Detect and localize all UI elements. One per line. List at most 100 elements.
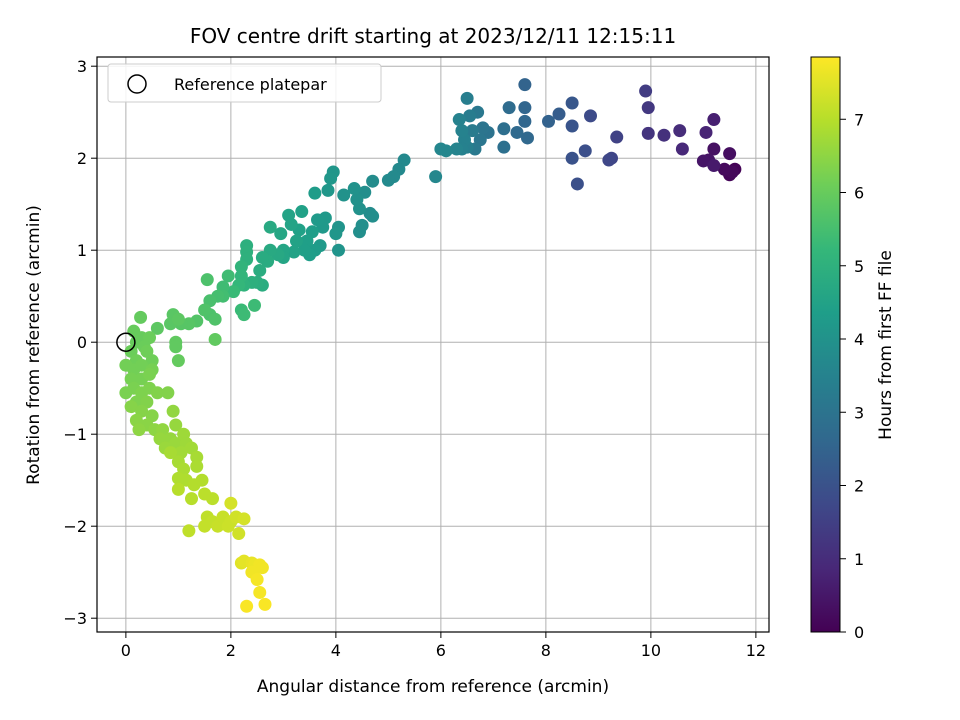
data-point — [182, 524, 196, 538]
data-point — [321, 183, 335, 197]
data-point — [465, 124, 479, 138]
data-point — [134, 310, 148, 324]
colorbar-tick-label: 5 — [854, 257, 864, 276]
colorbar-tick-label: 4 — [854, 330, 864, 349]
chart-title: FOV centre drift starting at 2023/12/11 … — [190, 24, 676, 48]
legend-marker-reference — [127, 74, 147, 94]
data-point — [673, 124, 687, 138]
legend-box — [107, 63, 382, 103]
colorbar-tick-label: 3 — [854, 403, 864, 422]
data-point — [258, 597, 272, 611]
data-point — [221, 269, 235, 283]
y-axis-label: Rotation from reference (arcmin) — [24, 205, 44, 485]
data-point — [208, 312, 222, 326]
y-tick-label: 1 — [77, 241, 87, 260]
data-point — [248, 298, 261, 312]
data-point — [641, 101, 655, 115]
data-point — [699, 125, 713, 139]
data-point — [232, 527, 246, 541]
data-point — [565, 151, 579, 165]
data-point — [240, 599, 254, 613]
data-point — [290, 234, 303, 248]
data-point — [171, 482, 185, 496]
colorbar-tick-label: 0 — [854, 623, 864, 642]
data-point — [381, 173, 395, 187]
colorbar-tick-label: 2 — [854, 477, 864, 496]
data-point — [169, 340, 183, 354]
x-tick-label: 4 — [331, 641, 341, 660]
data-point — [355, 218, 369, 232]
y-tick-label: −1 — [63, 425, 87, 444]
data-point — [195, 473, 209, 487]
data-point — [675, 142, 689, 156]
data-point — [250, 573, 264, 587]
colorbar-label: Hours from first FF file — [876, 250, 896, 440]
x-tick-label: 12 — [746, 641, 766, 660]
data-point — [707, 142, 721, 156]
data-point — [150, 386, 164, 400]
data-point — [707, 113, 721, 127]
data-point — [255, 561, 269, 575]
data-point — [565, 119, 579, 133]
data-point — [641, 126, 655, 140]
x-tick-label: 10 — [641, 641, 661, 660]
data-point — [460, 91, 474, 105]
data-point — [208, 332, 222, 346]
data-point — [584, 109, 597, 123]
data-point — [161, 386, 175, 400]
data-point — [227, 285, 240, 299]
data-point — [224, 496, 238, 510]
data-point — [350, 193, 364, 207]
data-point — [696, 154, 710, 168]
data-point — [234, 260, 248, 274]
data-point — [610, 130, 624, 144]
data-point — [723, 147, 737, 161]
data-point — [602, 153, 616, 167]
colorbar-tick-label: 7 — [854, 110, 864, 129]
data-point — [282, 208, 296, 222]
plot-frame — [96, 56, 770, 633]
data-point — [274, 227, 288, 241]
data-point — [463, 109, 477, 123]
data-point — [578, 144, 592, 158]
data-point — [337, 188, 351, 202]
data-point — [253, 263, 267, 277]
data-point — [198, 303, 212, 317]
colorbar-tick-label: 1 — [854, 550, 864, 569]
x-tick-label: 0 — [121, 641, 131, 660]
data-point — [297, 243, 311, 257]
data-point — [150, 321, 164, 335]
data-point — [135, 358, 149, 372]
data-point — [552, 107, 566, 121]
data-point — [295, 205, 309, 219]
data-point — [347, 182, 361, 196]
colorbar: 0 1 2 3 4 5 6 7 Hours from first FF file — [810, 56, 896, 642]
data-point — [366, 174, 380, 188]
data-point — [542, 114, 555, 128]
data-point — [497, 140, 511, 154]
data-point — [308, 186, 322, 200]
data-point — [518, 101, 532, 115]
data-point — [287, 245, 301, 259]
data-point — [639, 84, 653, 98]
data-point — [190, 459, 204, 473]
data-point — [311, 213, 324, 227]
data-point — [185, 492, 198, 506]
y-tick-label: −2 — [63, 517, 87, 536]
data-point — [324, 171, 338, 185]
x-axis-label: Angular distance from reference (arcmin) — [257, 677, 609, 697]
colorbar-tick-label: 6 — [854, 184, 864, 203]
data-point — [190, 450, 204, 464]
data-point — [145, 354, 159, 368]
y-axis-ticks: −3 −2 −1 0 1 2 3 — [63, 57, 97, 628]
reference-platepar-marker — [116, 332, 136, 352]
data-point — [237, 308, 251, 322]
colorbar-ticks: 0 1 2 3 4 5 6 7 — [840, 110, 864, 642]
data-point — [169, 418, 183, 432]
data-points — [116, 78, 742, 613]
colorbar-gradient — [810, 56, 841, 633]
data-point — [707, 159, 721, 173]
data-point — [510, 125, 524, 139]
data-point — [329, 227, 343, 241]
